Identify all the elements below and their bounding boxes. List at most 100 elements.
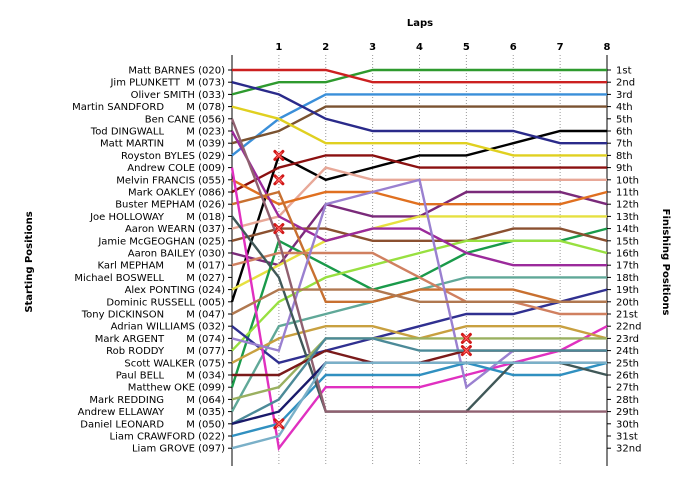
finishing-position-label: 15th (616, 236, 639, 247)
retirement-marker (460, 332, 472, 344)
starting-position-label: Daniel LEONARD M (050) (80, 419, 225, 430)
finishing-position-label: 29th (616, 407, 639, 418)
starting-position-label: Melvin FRANCIS (055) (116, 175, 225, 186)
finishing-position-label: 27th (616, 383, 639, 394)
starting-position-label: Jamie McGEOGHAN (025) (97, 236, 225, 247)
starting-position-label: Royston BYLES (029) (121, 151, 225, 162)
finishing-position-label: 19th (616, 285, 639, 296)
driver-position-line (231, 251, 607, 316)
driver-position-line (231, 93, 607, 157)
driver-position-line (231, 154, 607, 194)
lap-tick-label: 7 (557, 42, 564, 53)
lap-tick-label: 5 (463, 42, 470, 53)
starting-position-label: Ben CANE (056) (145, 114, 225, 125)
finishing-position-label: 12th (616, 200, 639, 211)
starting-position-label: Matt MARTIN M (039) (100, 139, 225, 150)
finishing-position-label: 23rd (616, 334, 639, 345)
finishing-position-label: 26th (616, 371, 639, 382)
driver-position-line (231, 337, 607, 425)
finishing-position-label: 10th (616, 175, 639, 186)
finishing-position-label: 3rd (616, 90, 633, 101)
finishing-position-label: 28th (616, 395, 639, 406)
finishing-position-label: 8th (616, 151, 633, 162)
driver-position-line (230, 130, 607, 267)
starting-position-label: Mark OAKLEY (086) (128, 188, 225, 199)
driver-position-line (231, 361, 608, 438)
driver-position-line (231, 190, 607, 303)
starting-position-label: Tony DICKINSON M (047) (81, 310, 225, 321)
lap-tick-label: 2 (322, 42, 329, 53)
starting-position-label: Matt BARNES (020) (128, 66, 225, 77)
starting-position-label: Oliver SMITH (033) (131, 90, 226, 101)
starting-position-label: Andrew ELLAWAY M (035) (78, 407, 225, 418)
retirement-marker (273, 223, 285, 235)
right-axis-title: Finishing Positions (660, 209, 671, 316)
finishing-position-label: 6th (616, 127, 633, 138)
lap-tick-label: 4 (416, 42, 423, 53)
starting-position-label: Liam CRAWFORD (022) (110, 432, 226, 443)
starting-position-label: Paul BELL M (034) (116, 371, 225, 382)
finishing-position-label: 17th (616, 261, 639, 272)
driver-position-line (230, 118, 607, 413)
driver-position-line (231, 68, 607, 96)
starting-position-label: Rob RODDY M (077) (106, 346, 225, 357)
starting-position-label: Andrew COLE (009) (127, 163, 225, 174)
finishing-position-label: 30th (616, 419, 639, 430)
finishing-position-label: 7th (616, 139, 633, 150)
finishing-position-label: 13th (616, 212, 639, 223)
driver-position-line (231, 337, 607, 401)
retirement-marker (273, 418, 285, 430)
starting-position-label: Alex PONTING (024) (125, 285, 226, 296)
starting-position-label: Joe HOLLOWAY M (018) (89, 212, 225, 223)
starting-position-label: Scott WALKER (075) (124, 358, 225, 369)
finishing-position-label: 25th (616, 358, 639, 369)
starting-position-label: Jim PLUNKETT M (073) (109, 78, 225, 89)
finishing-position-label: 1st (616, 66, 632, 77)
starting-position-label: Michael BOSWELL M (027) (74, 273, 225, 284)
finishing-position-label: 32nd (616, 444, 641, 455)
left-axis-title: Starting Positions (24, 211, 35, 312)
driver-position-line (231, 81, 607, 145)
lap-tick-label: 6 (510, 42, 517, 53)
finishing-position-label: 20th (616, 297, 639, 308)
starting-position-label: Mark ARGENT M (074) (95, 334, 225, 345)
starting-position-label: Matthew OKE (099) (128, 383, 225, 394)
driver-position-line (232, 68, 607, 84)
x-axis-title: Laps (407, 18, 433, 29)
finishing-position-label: 9th (616, 163, 633, 174)
finishing-position-label: 11th (616, 188, 639, 199)
finishing-position-label: 2nd (616, 78, 635, 89)
finishing-position-label: 5th (616, 114, 633, 125)
starting-position-label: Mark REDDING M (064) (89, 395, 225, 406)
driver-position-line (231, 215, 607, 291)
finishing-position-label: 4th (616, 102, 633, 113)
starting-position-label: Tod DINGWALL M (023) (90, 127, 225, 138)
driver-position-line (231, 288, 607, 316)
lap-tick-label: 8 (604, 42, 611, 53)
finishing-position-label: 31st (616, 432, 638, 443)
lap-tick-label: 1 (275, 42, 282, 53)
finishing-position-label: 18th (616, 273, 639, 284)
driver-position-line (231, 361, 607, 450)
starting-position-label: Dominic RUSSELL (005) (106, 297, 225, 308)
finishing-position-label: 21st (616, 310, 638, 321)
finishing-position-label: 24th (616, 346, 639, 357)
starting-position-label: Aaron BAILEY (030) (128, 249, 225, 260)
driver-position-line (230, 167, 608, 452)
finishing-position-label: 14th (616, 224, 639, 235)
finishing-position-label: 16th (616, 249, 639, 260)
retirement-marker (273, 174, 285, 186)
starting-position-label: Martin SANDFORD M (078) (72, 102, 225, 113)
driver-position-line (231, 105, 607, 145)
driver-position-line (231, 288, 608, 365)
driver-position-line (231, 105, 607, 157)
starting-position-label: Aaron WEARN (037) (125, 224, 225, 235)
retirement-marker (460, 345, 472, 357)
starting-position-label: Liam GROVE (097) (132, 444, 225, 455)
driver-position-line (231, 178, 608, 206)
driver-position-line (231, 166, 607, 230)
starting-position-label: Buster MEPHAM (026) (115, 200, 225, 211)
retirement-marker (273, 149, 285, 161)
